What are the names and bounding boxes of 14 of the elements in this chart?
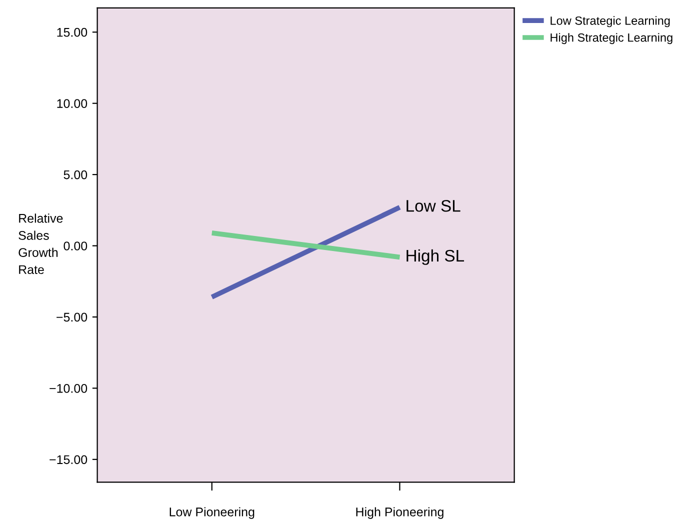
annotation: Low SL xyxy=(406,200,460,212)
y-tick-label: −5.00 xyxy=(56,312,88,322)
legend-label: Low Strategic Learning xyxy=(550,16,670,28)
legend-label: High Strategic Learning xyxy=(550,33,672,44)
x-tick-label: High Pioneering xyxy=(356,507,444,519)
y-axis-title: Relative Sales Growth Rate xyxy=(18,214,63,274)
y-tick-label: 0.00 xyxy=(64,242,88,250)
y-tick-label: −15.00 xyxy=(50,455,88,464)
y-tick-label: 5.00 xyxy=(64,170,88,180)
annotation: High SL xyxy=(406,249,464,265)
x-tick-label: Low Pioneering xyxy=(170,507,254,519)
y-tick-label: 10.00 xyxy=(57,99,88,108)
y-tick-label: −10.00 xyxy=(50,384,88,393)
y-tick-label: 15.00 xyxy=(57,28,88,37)
